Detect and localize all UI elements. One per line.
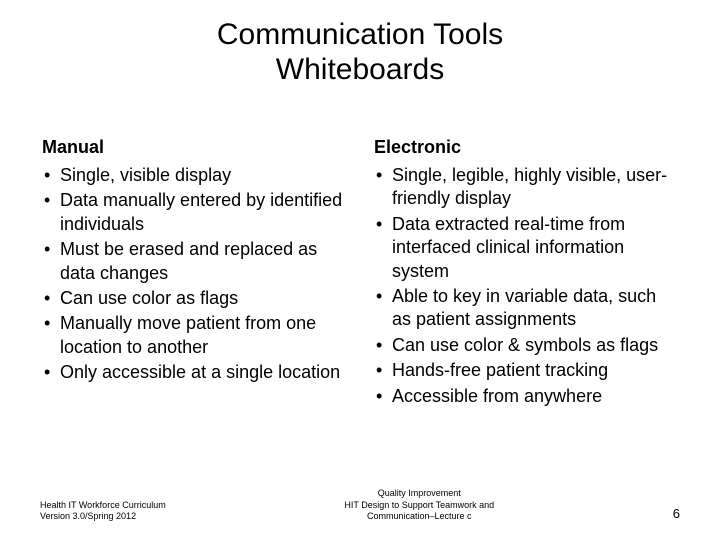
footer-center-line1: Quality Improvement	[378, 488, 461, 498]
title-line-1: Communication Tools	[217, 18, 503, 51]
right-column: Electronic Single, legible, highly visib…	[374, 137, 678, 410]
slide: Communication Tools Whiteboards Manual S…	[0, 0, 720, 540]
list-item: Single, legible, highly visible, user-fr…	[374, 164, 678, 211]
list-item: Able to key in variable data, such as pa…	[374, 285, 678, 332]
list-item: Manually move patient from one location …	[42, 312, 346, 359]
list-item: Hands-free patient tracking	[374, 359, 678, 382]
footer-left-line1: Health IT Workforce Curriculum	[40, 500, 166, 510]
list-item: Can use color as flags	[42, 287, 346, 310]
list-item: Data extracted real-time from interfaced…	[374, 213, 678, 283]
footer-left: Health IT Workforce Curriculum Version 3…	[40, 500, 166, 523]
footer: Health IT Workforce Curriculum Version 3…	[0, 488, 720, 522]
left-list: Single, visible display Data manually en…	[42, 164, 346, 385]
right-list: Single, legible, highly visible, user-fr…	[374, 164, 678, 408]
footer-center-line3: Communication–Lecture c	[367, 511, 472, 521]
list-item: Only accessible at a single location	[42, 361, 346, 384]
list-item: Data manually entered by identified indi…	[42, 189, 346, 236]
left-heading: Manual	[42, 137, 346, 158]
title-line-2: Whiteboards	[276, 53, 444, 86]
page-number: 6	[673, 506, 680, 522]
list-item: Accessible from anywhere	[374, 385, 678, 408]
content-columns: Manual Single, visible display Data manu…	[30, 137, 690, 410]
right-heading: Electronic	[374, 137, 678, 158]
slide-title: Communication Tools Whiteboards	[30, 18, 690, 87]
footer-left-line2: Version 3.0/Spring 2012	[40, 511, 136, 521]
footer-center: Quality Improvement HIT Design to Suppor…	[166, 488, 673, 522]
list-item: Single, visible display	[42, 164, 346, 187]
left-column: Manual Single, visible display Data manu…	[42, 137, 346, 410]
list-item: Must be erased and replaced as data chan…	[42, 238, 346, 285]
footer-center-line2: HIT Design to Support Teamwork and	[344, 500, 494, 510]
list-item: Can use color & symbols as flags	[374, 334, 678, 357]
